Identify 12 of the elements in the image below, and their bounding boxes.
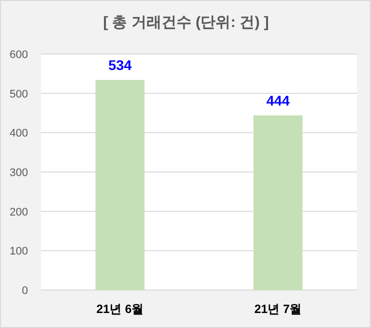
x-tick-label: 21년 6월 [96,302,144,316]
y-tick-label: 200 [10,206,28,218]
chart-title: [ 총 거래건수 (단위: 건) ] [103,14,269,31]
y-tick-label: 100 [10,246,28,258]
y-tick-label: 600 [10,49,28,61]
y-tick-label: 300 [10,167,28,179]
data-label: 534 [108,56,132,73]
y-tick-label: 0 [22,285,28,297]
y-tick-label: 500 [10,88,28,100]
y-tick-label: 400 [10,128,28,140]
data-label: 444 [266,92,290,108]
x-tick-label: 21년 7월 [254,302,302,316]
